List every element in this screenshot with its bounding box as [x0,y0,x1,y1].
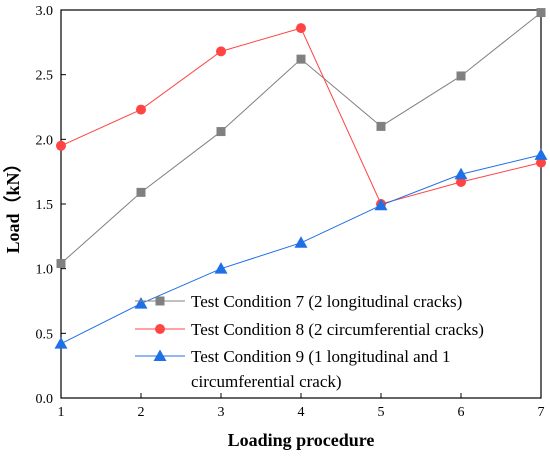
x-tick-label: 5 [378,405,385,420]
y-tick-label: 1.5 [36,198,54,213]
data-point [456,177,466,188]
series-1 [56,8,546,268]
data-point [56,258,66,268]
data-point [214,262,228,274]
data-point [296,23,306,34]
plot-frame [60,9,542,399]
legend-label: circumferential crack) [191,372,342,391]
x-tick-label: 3 [218,405,225,420]
data-point [136,104,146,115]
data-point [534,148,548,160]
data-point [56,140,66,151]
data-point [536,8,546,18]
x-tick-label: 7 [538,405,545,420]
legend-label: Test Condition 8 (2 circumferential crac… [191,320,484,339]
data-point [216,46,226,57]
series-3 [54,148,548,349]
data-point [54,337,68,349]
y-tick-label: 1.0 [36,263,54,278]
data-point [456,71,466,81]
data-point [454,167,468,180]
y-tick-label: 0.5 [36,327,54,342]
y-tick-label: 2.0 [36,133,54,148]
data-point [136,187,146,197]
legend: Test Condition 7 (2 longitudinal cracks)… [135,292,484,391]
data-point [536,157,546,168]
y-axis-title: Load（kN） [3,154,23,253]
x-tick-label: 1 [58,405,65,420]
series-line [60,27,542,205]
x-tick-label: 4 [298,405,305,420]
axis-ticks: 1 2 3 4 5 6 7 0.0 0.5 1.0 1.5 2.0 2.5 3.0 [36,4,545,420]
data-point [216,127,226,137]
legend-marker [153,349,167,361]
legend-marker [155,296,165,306]
data-point [134,297,148,309]
series-line [60,154,542,345]
x-axis-title: Loading procedure [228,430,375,450]
data-point [374,198,388,211]
data-point [376,121,386,131]
y-tick-label: 0.0 [36,392,54,407]
data-point [294,236,308,248]
series-2 [56,23,546,209]
x-tick-label: 6 [458,405,465,420]
x-tick-label: 2 [138,405,145,420]
data-point [296,54,306,64]
legend-label: Test Condition 7 (2 longitudinal cracks) [191,292,462,311]
series-layer [54,8,548,349]
legend-marker [155,324,165,334]
y-tick-label: 2.5 [36,69,54,84]
legend-label: Test Condition 9 (1 longitudinal and 1 [191,347,450,366]
series-line [60,12,542,264]
y-tick-label: 3.0 [36,4,54,19]
